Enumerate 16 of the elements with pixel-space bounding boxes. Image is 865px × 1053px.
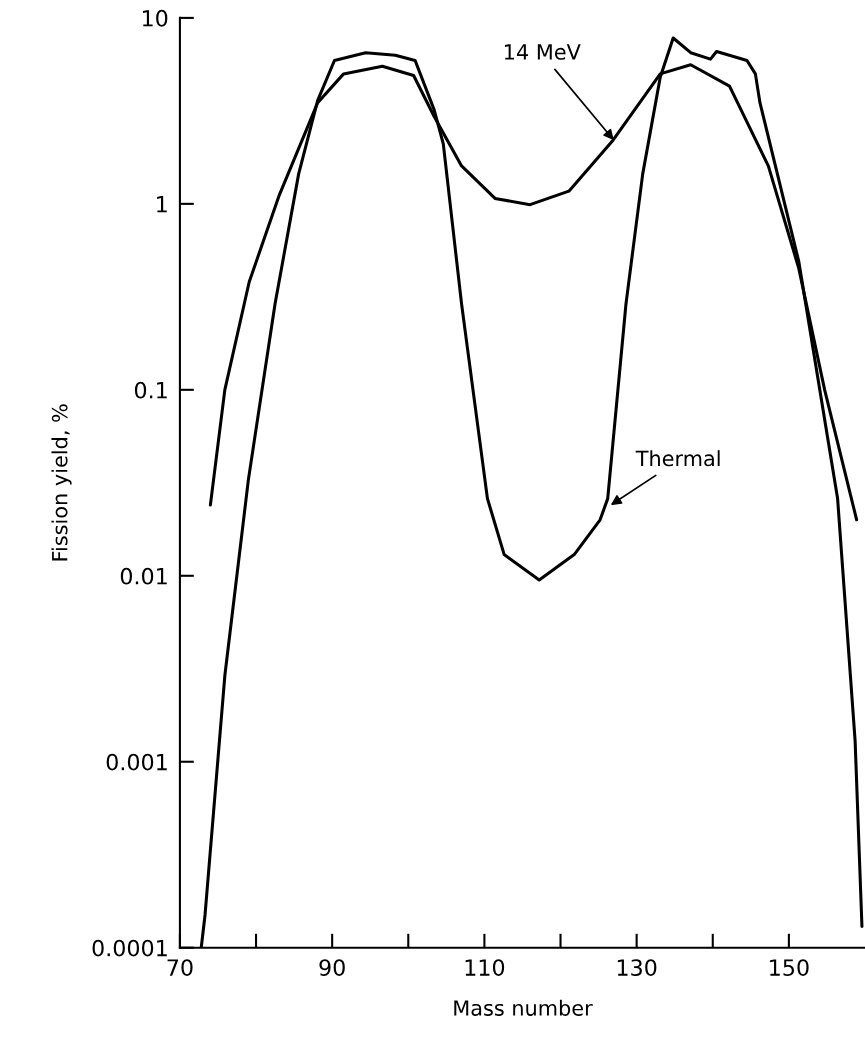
y-tick-label: 1 [157, 196, 167, 213]
x-tick-label: 130 [617, 959, 657, 977]
y-tick-label: 0.001 [106, 753, 167, 771]
line-series [208, 63, 859, 522]
annotation: Thermal [635, 450, 720, 467]
y-tick-label: 0.0001 [92, 939, 167, 957]
annotation: 14 MeV [504, 44, 581, 60]
y-axis-title: Fission yield, % [51, 404, 72, 561]
x-tick-label: 70 [167, 959, 193, 977]
y-tick-label: 0.01 [120, 567, 167, 585]
x-tick-label: 150 [770, 959, 809, 977]
x-tick-label: 110 [465, 959, 505, 977]
x-tick-label: 90 [319, 959, 345, 977]
y-tick-label: 10 [142, 9, 168, 27]
y-tick-label: 0.1 [134, 381, 167, 399]
x-axis-title: Mass number [454, 999, 593, 1016]
